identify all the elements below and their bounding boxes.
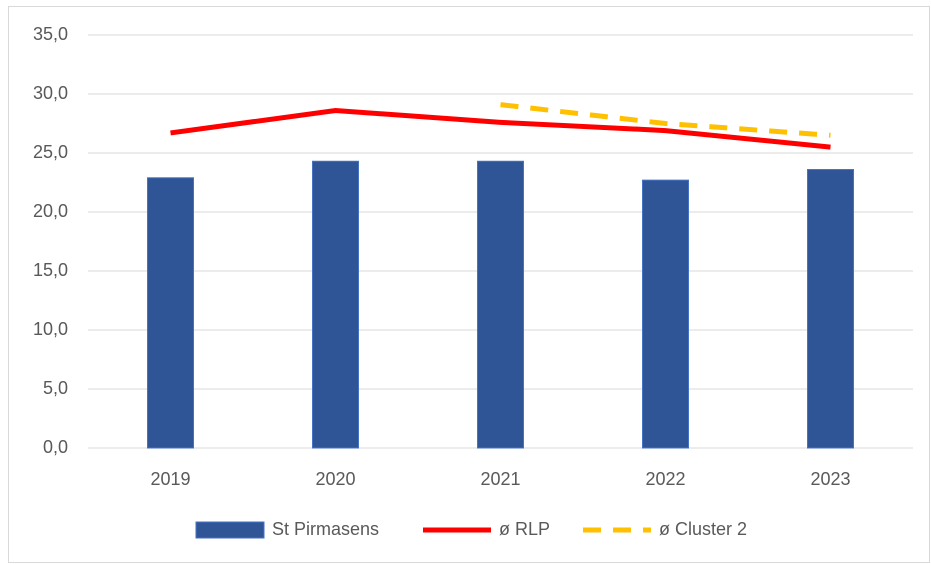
y-tick-label: 25,0 bbox=[33, 142, 68, 162]
bar bbox=[477, 160, 524, 449]
x-tick-label: 2019 bbox=[150, 469, 190, 489]
legend-label: St Pirmasens bbox=[272, 519, 379, 539]
chart-frame bbox=[8, 6, 930, 563]
bar bbox=[807, 169, 854, 449]
legend-swatch bbox=[195, 521, 265, 539]
legend-label: ø RLP bbox=[499, 519, 550, 539]
y-tick-label: 15,0 bbox=[33, 260, 68, 280]
y-tick-label: 20,0 bbox=[33, 201, 68, 221]
y-tick-label: 35,0 bbox=[33, 24, 68, 44]
y-tick-label: 0,0 bbox=[43, 437, 68, 457]
x-tick-label: 2023 bbox=[810, 469, 850, 489]
x-tick-label: 2020 bbox=[315, 469, 355, 489]
line bbox=[170, 108, 831, 150]
legend-label: ø Cluster 2 bbox=[659, 519, 747, 539]
line bbox=[500, 102, 831, 138]
x-tick-label: 2022 bbox=[645, 469, 685, 489]
bar bbox=[642, 179, 689, 449]
bar bbox=[312, 160, 359, 449]
y-tick-label: 5,0 bbox=[43, 378, 68, 398]
x-tick-label: 2021 bbox=[480, 469, 520, 489]
y-tick-label: 30,0 bbox=[33, 83, 68, 103]
bar bbox=[147, 177, 194, 449]
y-tick-label: 10,0 bbox=[33, 319, 68, 339]
